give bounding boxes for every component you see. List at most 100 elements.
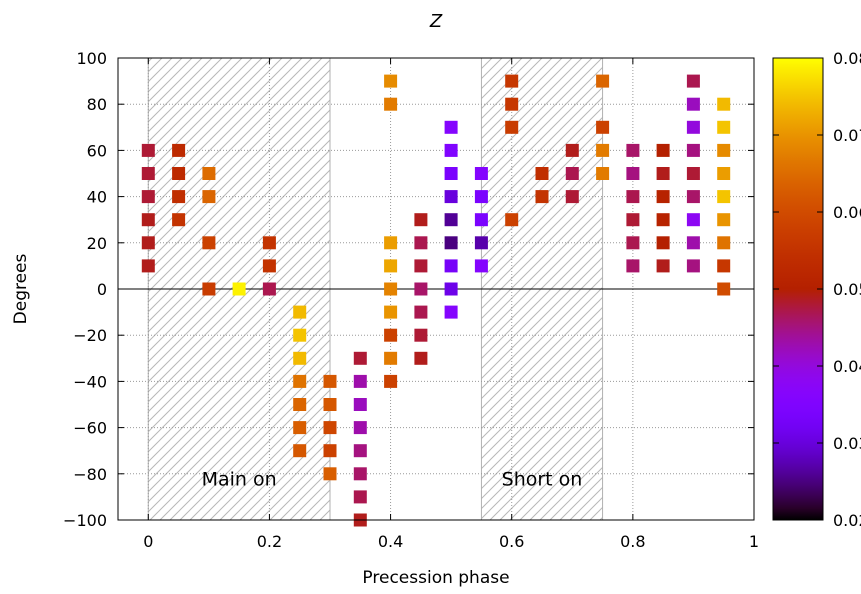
data-point xyxy=(656,143,670,157)
x-axis-label: Precession phase xyxy=(362,568,509,588)
data-point xyxy=(232,282,246,296)
x-tick-label: 0.4 xyxy=(378,532,403,551)
data-point xyxy=(414,236,428,250)
data-point xyxy=(172,190,186,204)
data-point xyxy=(656,167,670,180)
data-point xyxy=(414,213,428,227)
data-point xyxy=(202,236,216,250)
data-point xyxy=(172,143,186,157)
data-point xyxy=(444,213,458,227)
data-point xyxy=(686,120,700,134)
y-tick-label: 40 xyxy=(87,188,107,207)
y-tick-label: 60 xyxy=(87,141,107,160)
data-point xyxy=(565,167,579,180)
data-point xyxy=(384,74,398,88)
data-point xyxy=(384,97,398,111)
data-point xyxy=(353,374,367,388)
data-point xyxy=(172,213,186,227)
data-point xyxy=(353,421,367,435)
colorbar-tick-label: 0.08 xyxy=(833,49,861,68)
data-point xyxy=(626,236,640,250)
data-point xyxy=(141,259,155,273)
data-point xyxy=(656,259,670,273)
data-point xyxy=(293,351,307,365)
x-tick-label: 0.6 xyxy=(499,532,524,551)
data-point xyxy=(535,190,549,204)
data-point xyxy=(626,167,640,180)
data-point xyxy=(384,259,398,273)
data-point xyxy=(686,97,700,111)
data-point xyxy=(353,490,367,504)
data-point xyxy=(717,282,731,296)
colorbar-tick-label: 0.07 xyxy=(833,126,861,145)
data-point xyxy=(384,351,398,365)
data-point xyxy=(474,190,488,204)
data-point xyxy=(414,282,428,296)
data-point xyxy=(353,351,367,365)
data-point xyxy=(202,190,216,204)
data-point xyxy=(474,236,488,250)
data-point xyxy=(535,167,549,180)
data-point xyxy=(596,74,610,88)
data-point xyxy=(293,328,307,342)
x-tick-label: 0 xyxy=(143,532,153,551)
data-point xyxy=(686,259,700,273)
colorbar-tick-label: 0.02 xyxy=(833,511,861,530)
data-point xyxy=(444,143,458,157)
data-point xyxy=(717,120,731,134)
data-point xyxy=(323,374,337,388)
data-point xyxy=(505,213,519,227)
data-point xyxy=(293,444,307,458)
data-point xyxy=(717,97,731,111)
data-point xyxy=(141,143,155,157)
data-point xyxy=(596,143,610,157)
data-point xyxy=(505,120,519,134)
data-point xyxy=(596,167,610,180)
data-point xyxy=(293,305,307,319)
data-point xyxy=(596,120,610,134)
data-point xyxy=(141,213,155,227)
data-point xyxy=(202,167,216,180)
data-point xyxy=(686,74,700,88)
data-point xyxy=(686,236,700,250)
x-tick-label: 0.2 xyxy=(257,532,282,551)
data-point xyxy=(414,351,428,365)
y-tick-label: 80 xyxy=(87,95,107,114)
y-tick-label: 100 xyxy=(76,49,107,68)
data-point xyxy=(414,328,428,342)
x-tick-label: 0.8 xyxy=(620,532,645,551)
data-point xyxy=(323,398,337,411)
data-point xyxy=(293,421,307,435)
region-label-2: Short on xyxy=(502,468,583,490)
data-point xyxy=(353,444,367,458)
data-point xyxy=(444,167,458,180)
data-point xyxy=(384,305,398,319)
data-point xyxy=(474,259,488,273)
data-point xyxy=(293,398,307,411)
data-point xyxy=(172,167,186,180)
y-tick-label: −40 xyxy=(73,372,107,391)
plot-area: Main on Short on 0 0.2 0.4 0.6 0.8 1 100 80 60 40 2… xyxy=(63,49,759,551)
data-point xyxy=(444,305,458,319)
data-point xyxy=(565,190,579,204)
data-point xyxy=(717,213,731,227)
data-point xyxy=(444,190,458,204)
data-point xyxy=(686,167,700,180)
data-point xyxy=(141,190,155,204)
y-axis-label: Degrees xyxy=(11,253,31,324)
colorbar-tick-label: 0.06 xyxy=(833,203,861,222)
data-point xyxy=(686,190,700,204)
data-point xyxy=(353,467,367,481)
data-point xyxy=(323,467,337,481)
data-point xyxy=(626,259,640,273)
data-point xyxy=(656,236,670,250)
data-point xyxy=(323,444,337,458)
data-point xyxy=(384,328,398,342)
y-tick-label: −20 xyxy=(73,326,107,345)
data-point xyxy=(717,259,731,273)
data-point xyxy=(323,421,337,435)
data-point xyxy=(141,236,155,250)
data-point xyxy=(656,213,670,227)
data-point xyxy=(444,120,458,134)
